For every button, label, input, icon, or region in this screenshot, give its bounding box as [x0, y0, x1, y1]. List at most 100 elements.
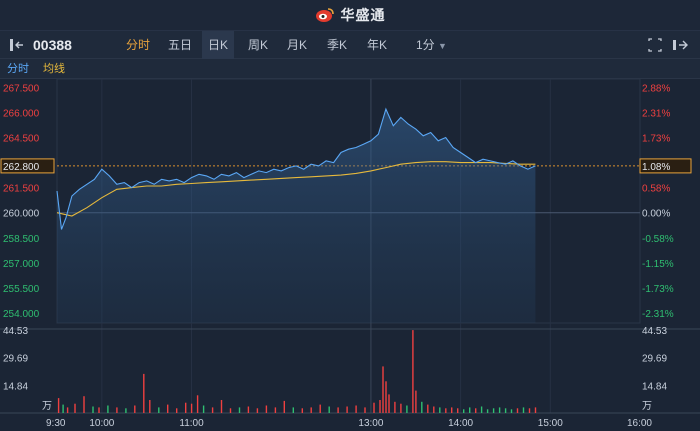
volume-bar	[66, 407, 69, 413]
volume-bar	[274, 407, 277, 413]
time-tick-label: 10:00	[89, 418, 114, 429]
tab-weekly-k[interactable]: 周K	[248, 38, 269, 52]
volume-unit-right: 万	[642, 401, 652, 412]
volume-bar	[337, 407, 339, 413]
price-tick-label: 264.500	[3, 133, 40, 144]
volume-bar	[211, 407, 214, 413]
pct-tick-label: 0.00%	[642, 209, 670, 220]
volume-bar	[400, 403, 402, 413]
price-line	[56, 107, 536, 230]
pct-tick-label: -1.15%	[642, 259, 674, 270]
tab-five-day[interactable]: 五日	[168, 38, 193, 52]
volume-bar	[522, 407, 525, 413]
price-tick-label: 260.000	[3, 209, 40, 220]
price-tick-label: 261.500	[3, 184, 40, 195]
app-header: 华盛通	[0, 0, 700, 31]
volume-bar	[480, 406, 483, 413]
tab-quarterly-k[interactable]: 季K	[327, 38, 348, 52]
volume-bar	[486, 409, 489, 413]
fullscreen-icon[interactable]	[648, 31, 664, 59]
volume-bar	[373, 402, 375, 413]
volume-tick-label-left: 29.69	[3, 354, 28, 365]
stock-symbol: 00388	[33, 37, 72, 53]
indicator-time-share[interactable]: 分时	[7, 63, 29, 75]
volume-bar	[319, 404, 321, 413]
interval-value: 1分	[416, 38, 435, 52]
volume-bar	[149, 400, 151, 413]
volume-bar	[388, 394, 390, 413]
price-tick-label: 267.500	[3, 83, 40, 94]
volume-bar	[412, 330, 414, 413]
pct-tick-label: -2.31%	[642, 309, 674, 320]
volume-bar	[301, 408, 303, 413]
intraday-chart: 267.500 266.000 264.500 262.800 261.500 260.0…	[0, 79, 700, 429]
volume-bar	[534, 407, 537, 413]
volume-bar	[469, 407, 471, 413]
volume-bar	[415, 390, 417, 413]
brand-logo-icon	[315, 8, 334, 22]
volume-tick-label-right: 14.84	[642, 381, 667, 392]
time-tick-label: 14:00	[448, 418, 473, 429]
volume-bar	[125, 408, 127, 413]
volume-bar	[134, 405, 136, 413]
tab-monthly-k[interactable]: 月K	[287, 38, 308, 52]
volume-bar	[451, 407, 453, 413]
volume-bar	[167, 404, 169, 413]
volume-bar	[190, 403, 193, 413]
indicator-bar: 分时 均线	[0, 59, 700, 79]
split-view-icon[interactable]	[671, 31, 691, 59]
volume-bar	[185, 402, 187, 413]
volume-tick-label-right: 44.53	[642, 326, 667, 337]
pct-tick-label: 2.88%	[642, 83, 670, 94]
volume-bar	[74, 403, 76, 413]
volume-bar	[57, 398, 60, 413]
chart-toolbar: 00388 分时 五日 日K 周K 月K 季K 年K 1分 ▼	[0, 31, 700, 59]
pct-tick-label: 1.73%	[642, 133, 670, 144]
brand: 华盛通	[315, 5, 386, 25]
volume-bar	[394, 401, 396, 413]
brand-name: 华盛通	[340, 7, 386, 23]
volume-bar	[92, 406, 94, 413]
volume-bar	[510, 409, 513, 413]
volume-bar	[457, 408, 459, 413]
volume-bar	[463, 409, 465, 413]
volume-bar	[475, 408, 477, 413]
price-axis-left: 267.500 266.000 264.500 262.800 261.500 260.0…	[0, 83, 55, 320]
pct-tick-label: -0.58%	[642, 234, 674, 245]
tab-daily-k[interactable]: 日K	[202, 31, 235, 59]
volume-bar	[220, 400, 223, 413]
pct-tick-label: -1.73%	[642, 284, 674, 295]
volume-unit-left: 万	[42, 401, 52, 412]
volume-bar	[528, 408, 531, 413]
volume-bar	[427, 404, 429, 413]
volume-bar	[516, 408, 519, 413]
volume-bar	[346, 406, 348, 413]
volume-tick-label-left: 44.53	[3, 326, 28, 337]
volume-bar	[433, 406, 435, 413]
volume-bar	[116, 407, 118, 413]
indicator-avg-line[interactable]: 均线	[43, 63, 65, 75]
volume-bar	[229, 408, 232, 413]
volume-tick-label-left: 14.84	[3, 381, 28, 392]
volume-bar	[328, 406, 330, 413]
volume-bar	[421, 401, 423, 413]
interval-select[interactable]: 1分 ▼	[416, 31, 447, 59]
price-tick-label: 257.000	[3, 259, 40, 270]
volume-bar	[83, 396, 85, 413]
volume-bar	[492, 408, 495, 413]
tab-time-share[interactable]: 分时	[126, 38, 151, 52]
volume-bar	[256, 408, 259, 413]
pct-tick-label: 0.58%	[642, 184, 670, 195]
last-pct-box	[639, 158, 692, 174]
tab-yearly-k[interactable]: 年K	[367, 38, 388, 52]
volume-bar	[504, 408, 507, 413]
volume-bar	[385, 381, 387, 413]
volume-bar	[238, 407, 241, 413]
volume-bar	[143, 373, 145, 413]
panel-toggle-icon[interactable]	[9, 31, 27, 59]
price-tick-label: 258.500	[3, 234, 40, 245]
volume-tick-label-right: 29.69	[642, 354, 667, 365]
volume-grid	[0, 328, 700, 414]
pct-tick-label: 2.31%	[642, 108, 670, 119]
volume-bar	[283, 400, 285, 413]
